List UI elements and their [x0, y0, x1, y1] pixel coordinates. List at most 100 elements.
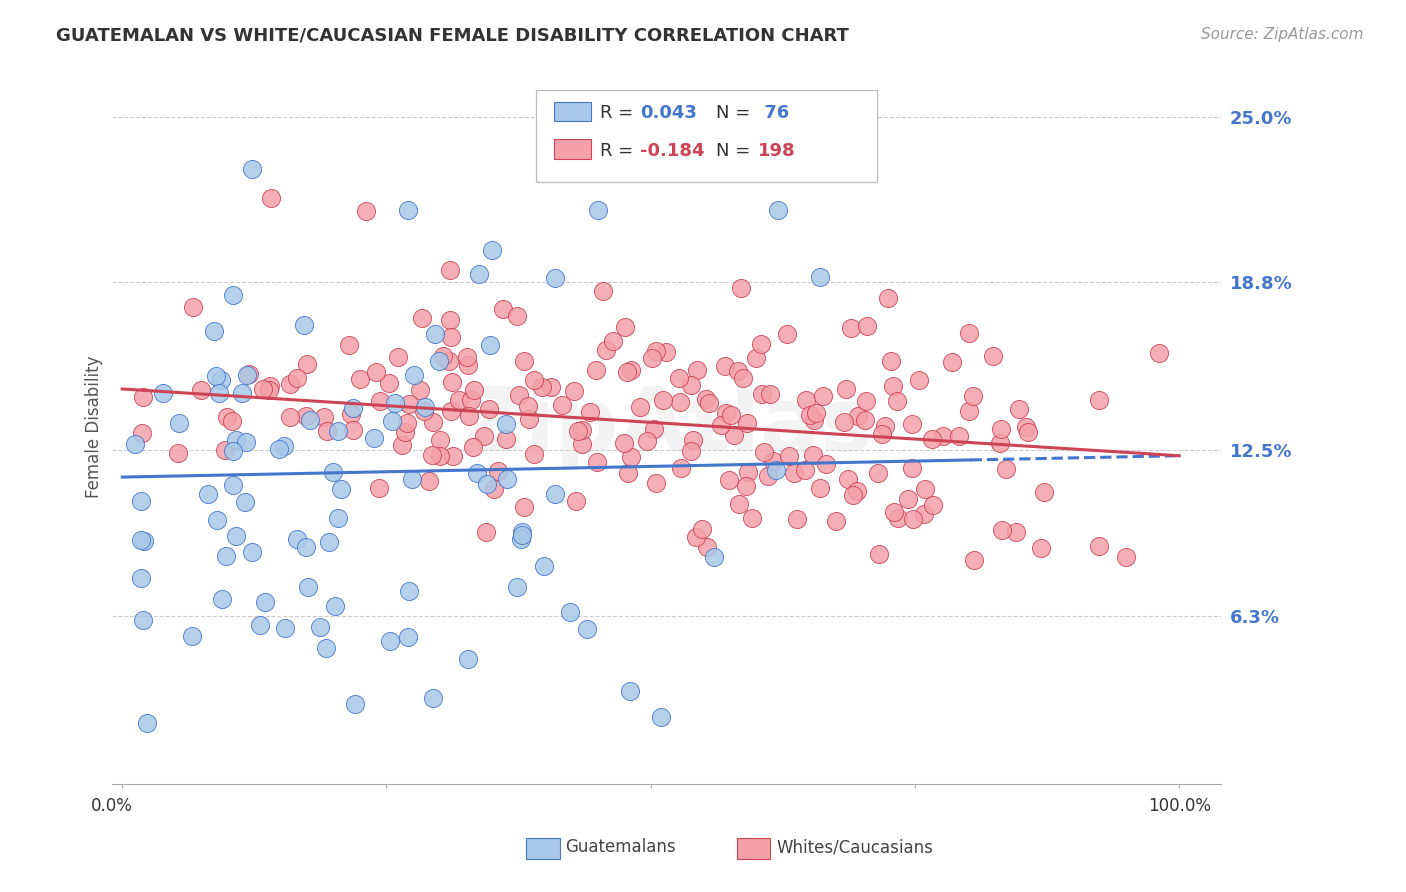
Point: [181, 300, 204, 314]
Point: [398, 584, 420, 599]
Point: [221, 414, 243, 428]
Point: [585, 363, 607, 377]
Point: [363, 431, 385, 445]
Point: [506, 309, 529, 323]
Point: [486, 463, 509, 477]
Point: [129, 493, 152, 508]
Point: [751, 387, 773, 401]
Point: [217, 409, 239, 424]
Point: [832, 415, 855, 429]
Point: [152, 386, 174, 401]
Point: [463, 383, 485, 397]
Point: [643, 422, 665, 436]
Point: [1088, 392, 1111, 407]
Point: [776, 326, 799, 341]
Point: [441, 450, 464, 464]
Point: [441, 375, 464, 389]
Point: [204, 368, 226, 383]
Point: [783, 466, 806, 480]
Point: [472, 429, 495, 443]
Point: [395, 416, 418, 430]
Point: [571, 437, 593, 451]
Point: [650, 710, 672, 724]
Point: [429, 433, 451, 447]
Text: Source: ZipAtlas.com: Source: ZipAtlas.com: [1201, 27, 1364, 42]
Point: [651, 393, 673, 408]
Point: [136, 715, 159, 730]
Point: [981, 349, 1004, 363]
Point: [167, 417, 190, 431]
Point: [132, 613, 155, 627]
Point: [465, 466, 488, 480]
Point: [846, 409, 869, 423]
Point: [921, 432, 943, 446]
Point: [508, 388, 530, 402]
Point: [377, 376, 399, 390]
Point: [741, 511, 763, 525]
Point: [681, 444, 703, 458]
Point: [1088, 539, 1111, 553]
Point: [990, 422, 1012, 436]
Point: [240, 161, 263, 176]
Point: [423, 326, 446, 341]
Point: [517, 412, 540, 426]
Point: [644, 343, 666, 358]
Point: [873, 419, 896, 434]
Point: [422, 415, 444, 429]
Point: [285, 532, 308, 546]
Point: [811, 389, 834, 403]
Point: [900, 460, 922, 475]
Point: [644, 475, 666, 490]
Point: [901, 417, 924, 431]
Point: [349, 372, 371, 386]
Point: [368, 394, 391, 409]
Point: [368, 481, 391, 495]
Point: [523, 373, 546, 387]
Point: [808, 481, 831, 495]
Point: [613, 435, 636, 450]
Point: [720, 408, 742, 422]
Point: [413, 404, 436, 418]
Point: [842, 488, 865, 502]
Point: [957, 326, 980, 340]
Text: 198: 198: [758, 142, 796, 160]
Point: [834, 382, 856, 396]
Text: R =: R =: [600, 142, 640, 160]
Point: [222, 288, 245, 302]
Point: [523, 447, 546, 461]
Point: [512, 524, 534, 539]
Point: [495, 417, 517, 432]
Point: [869, 547, 891, 561]
Point: [328, 511, 350, 525]
Point: [1115, 550, 1137, 565]
Point: [273, 439, 295, 453]
Point: [457, 358, 479, 372]
Point: [957, 403, 980, 417]
Point: [167, 446, 190, 460]
Point: [322, 465, 344, 479]
Text: -0.184: -0.184: [640, 142, 704, 160]
Point: [295, 357, 318, 371]
Point: [260, 191, 283, 205]
Point: [640, 351, 662, 365]
Point: [793, 463, 815, 477]
Point: [544, 271, 567, 285]
Point: [941, 355, 963, 369]
Point: [883, 505, 905, 519]
Point: [297, 580, 319, 594]
Point: [475, 477, 498, 491]
Point: [1014, 420, 1036, 434]
Point: [225, 528, 247, 542]
Point: [695, 392, 717, 406]
Point: [366, 365, 388, 379]
Point: [252, 383, 274, 397]
Point: [478, 401, 501, 416]
Point: [401, 472, 423, 486]
Point: [235, 495, 257, 509]
Point: [211, 591, 233, 606]
Point: [668, 371, 690, 385]
Point: [278, 409, 301, 424]
Point: [685, 530, 707, 544]
Point: [439, 313, 461, 327]
Text: GUATEMALAN VS WHITE/CAUCASIAN FEMALE DISABILITY CORRELATION CHART: GUATEMALAN VS WHITE/CAUCASIAN FEMALE DIS…: [56, 27, 849, 45]
